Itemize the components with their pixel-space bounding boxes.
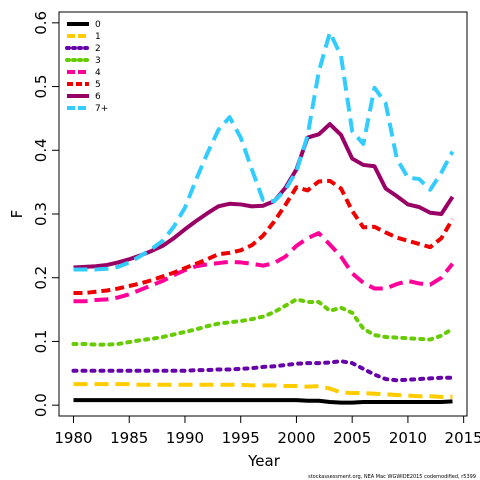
legend-label: 7+ xyxy=(95,104,108,114)
y-tick-label: 0.5 xyxy=(32,75,50,99)
legend-label: 6 xyxy=(95,92,101,102)
series-line-1 xyxy=(73,382,453,399)
x-axis-title: Year xyxy=(247,452,281,470)
legend-label: 3 xyxy=(95,56,101,66)
x-tick-label: 1980 xyxy=(54,429,92,447)
x-tick-label: 2015 xyxy=(445,429,480,447)
x-tick-label: 1995 xyxy=(222,429,260,447)
series-line-4 xyxy=(73,231,455,304)
legend-label: 1 xyxy=(95,32,101,42)
series-layer xyxy=(71,30,455,405)
x-tick-label: 1985 xyxy=(110,429,148,447)
legend-label: 4 xyxy=(95,68,101,78)
footer-credit: stockassessment.org, NEA Mac WGWIDE2015 … xyxy=(308,474,476,480)
y-tick-label: 0.2 xyxy=(32,266,50,290)
y-tick-label: 0.4 xyxy=(32,138,50,162)
y-tick-label: 0.0 xyxy=(32,393,50,417)
legend: 0 1 2 3 4 5 6 7+ xyxy=(65,20,108,114)
x-tick-label: 2005 xyxy=(333,429,371,447)
series-line-5 xyxy=(73,178,455,296)
y-tick-label: 0.3 xyxy=(32,202,50,226)
plot-frame xyxy=(58,11,468,417)
x-axis: 1980 1985 1990 1995 2000 2005 2010 2015 xyxy=(54,415,480,447)
legend-label: 0 xyxy=(95,20,101,30)
x-tick-label: 1990 xyxy=(166,429,204,447)
y-axis: 0.0 0.1 0.2 0.3 0.4 0.5 0.6 xyxy=(32,11,60,417)
y-tick-label: 0.1 xyxy=(32,330,50,354)
series-line-3 xyxy=(71,297,455,347)
legend-label: 2 xyxy=(95,44,101,54)
x-tick-label: 2010 xyxy=(389,429,427,447)
series-line-7plus xyxy=(73,30,455,272)
series-line-2 xyxy=(71,359,455,383)
y-axis-title: F xyxy=(8,210,26,219)
x-tick-label: 2000 xyxy=(277,429,315,447)
legend-label: 5 xyxy=(95,80,101,90)
series-line-0 xyxy=(73,398,453,405)
y-tick-label: 0.6 xyxy=(32,11,50,35)
